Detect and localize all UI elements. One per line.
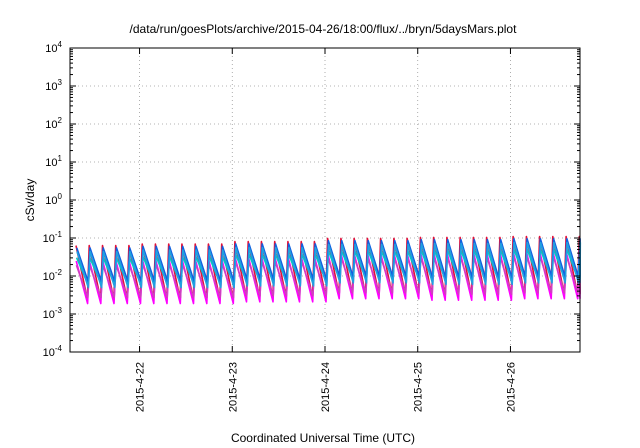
- y-tick-label: 10-4: [43, 344, 63, 359]
- chart-title: /data/run/goesPlots/archive/2015-04-26/1…: [130, 22, 518, 36]
- y-tick-label: 10-2: [43, 268, 63, 283]
- series-layer: [75, 235, 582, 305]
- x-tick-label: 2015-4-25: [413, 362, 425, 412]
- y-tick-label: 10-3: [43, 306, 63, 321]
- x-tick-label: 2015-4-23: [227, 362, 239, 412]
- grid: [70, 48, 580, 352]
- y-tick-label: 104: [45, 40, 62, 55]
- x-tick-label: 2015-4-24: [320, 362, 332, 412]
- y-axis: 10-4 10-3 10-2 10-1 100 101 102 103 104: [43, 40, 580, 359]
- y-tick-label: 103: [45, 78, 62, 93]
- series-line: [76, 238, 581, 283]
- y-axis-label: cSv/day: [23, 179, 37, 222]
- y-tick-label: 102: [45, 116, 62, 131]
- x-axis: 2015-4-22 2015-4-23 2015-4-24 2015-4-25 2015…: [135, 48, 517, 412]
- x-tick-label: 2015-4-26: [505, 362, 517, 412]
- x-axis-label: Coordinated Universal Time (UTC): [231, 431, 415, 445]
- series-line: [75, 255, 581, 299]
- y-tick-label: 10-1: [43, 230, 63, 245]
- x-tick-label: 2015-4-22: [135, 362, 147, 412]
- series-line: [76, 241, 582, 289]
- y-tick-label: 100: [45, 192, 62, 207]
- y-tick-label: 101: [45, 154, 62, 169]
